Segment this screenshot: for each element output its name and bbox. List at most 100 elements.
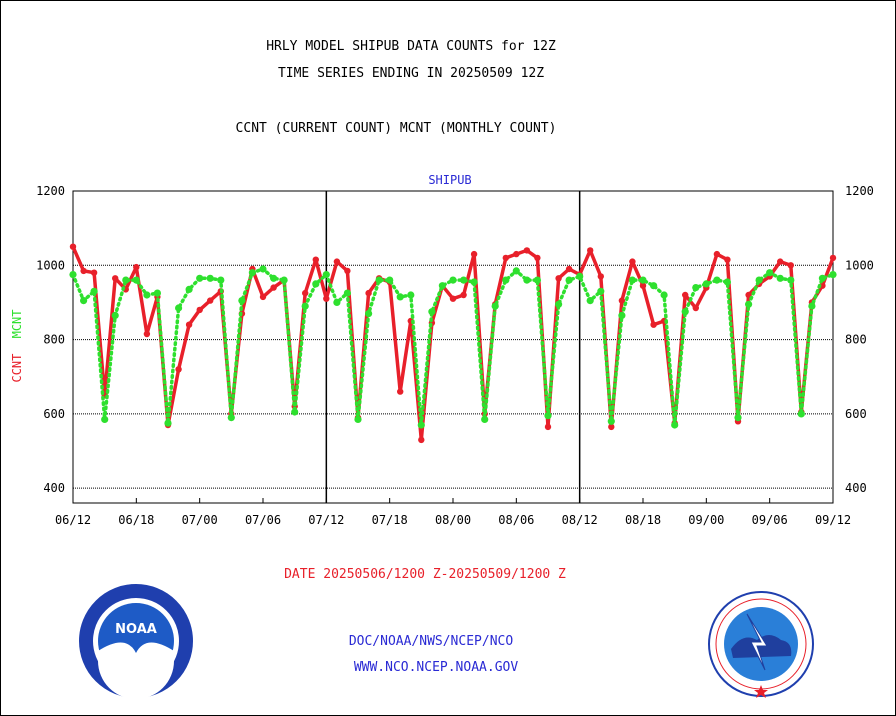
ccnt-data-point bbox=[112, 275, 119, 282]
noaa-logo-text: NOAA bbox=[115, 622, 157, 637]
y-tick-label-left: 800 bbox=[43, 333, 65, 347]
mcnt-data-point bbox=[291, 408, 299, 416]
y-tick-label-left: 600 bbox=[43, 407, 65, 421]
mcnt-data-point bbox=[766, 269, 774, 277]
ccnt-data-point bbox=[470, 250, 478, 258]
mcnt-data-point bbox=[238, 297, 246, 305]
ccnt-data-point bbox=[365, 289, 372, 297]
ccnt-data-point bbox=[449, 295, 457, 302]
chart-title-line1: HRLY MODEL SHIPUB DATA COUNTS for 12Z bbox=[266, 39, 556, 54]
mcnt-data-point bbox=[417, 421, 425, 429]
x-tick-label: 08/12 bbox=[562, 513, 598, 527]
grid-layer bbox=[73, 190, 833, 503]
ccnt-data-point bbox=[418, 436, 425, 444]
x-tick-label: 07/06 bbox=[245, 513, 281, 527]
mcnt-data-point bbox=[734, 414, 742, 422]
y-tick-label-right: 1000 bbox=[845, 258, 874, 272]
mcnt-data-point bbox=[248, 269, 256, 277]
svg-text:CCNT MCNT: CCNT MCNT bbox=[10, 309, 24, 382]
ccnt-data-point bbox=[618, 297, 626, 304]
x-tick-label: 07/12 bbox=[308, 513, 344, 527]
nws-logo bbox=[708, 591, 814, 698]
mcnt-data-point bbox=[175, 304, 183, 312]
ccnt-data-point bbox=[523, 247, 531, 254]
mcnt-data-point bbox=[818, 274, 827, 282]
mcnt-data-point bbox=[153, 289, 161, 297]
mcnt-data-point bbox=[607, 417, 615, 425]
ccnt-data-point bbox=[312, 256, 319, 263]
mcnt-data-point bbox=[354, 415, 362, 423]
mcnt-data-point bbox=[111, 311, 119, 319]
mcnt-data-point bbox=[576, 272, 584, 280]
ccnt-data-point bbox=[650, 321, 657, 328]
mcnt-data-point bbox=[628, 276, 637, 284]
mcnt-data-point bbox=[396, 293, 404, 301]
ccnt-data-point bbox=[175, 366, 182, 373]
mcnt-data-point bbox=[90, 287, 98, 295]
ccnt-data-point bbox=[196, 306, 203, 314]
website-text: WWW.NCO.NCEP.NOAA.GOV bbox=[353, 660, 519, 675]
x-tick-label: 06/12 bbox=[55, 513, 91, 527]
mcnt-data-point bbox=[333, 298, 341, 306]
ccnt-data-point bbox=[787, 262, 794, 269]
ccnt-data-point bbox=[565, 265, 573, 273]
ccnt-data-point bbox=[629, 258, 636, 265]
mcnt-data-point bbox=[660, 291, 668, 299]
ccnt-data-point bbox=[259, 293, 267, 301]
mcnt-data-point bbox=[470, 278, 478, 286]
y-tick-label-left: 400 bbox=[43, 481, 65, 495]
ccnt-data-point bbox=[333, 258, 341, 265]
mcnt-data-point bbox=[449, 276, 457, 284]
legend-description: CCNT (CURRENT COUNT) MCNT (MONTHLY COUNT… bbox=[235, 121, 557, 136]
mcnt-data-point bbox=[692, 284, 700, 292]
x-tick-label: 08/18 bbox=[625, 513, 661, 527]
mcnt-data-point bbox=[671, 421, 679, 429]
mcnt-data-point bbox=[787, 276, 795, 284]
ccnt-data-point bbox=[829, 254, 837, 262]
ccnt-data-point bbox=[69, 243, 77, 250]
ccnt-data-point bbox=[90, 269, 98, 276]
y-axis-label-ccnt: CCNT bbox=[10, 354, 24, 383]
mcnt-data-point bbox=[322, 271, 330, 279]
mcnt-data-point bbox=[555, 300, 563, 308]
mcnt-data-point bbox=[776, 274, 784, 282]
chart-subtitle: SHIPUB bbox=[428, 173, 471, 187]
y-tick-label-left: 1000 bbox=[36, 258, 65, 272]
ccnt-data-point bbox=[639, 282, 647, 289]
mcnt-data-point bbox=[544, 412, 552, 420]
org-path: DOC/NOAA/NWS/NCEP/NCO bbox=[348, 634, 514, 649]
ccnt-data-point bbox=[724, 256, 731, 263]
y-axis-label-mcnt: MCNT bbox=[10, 309, 24, 338]
mcnt-data-point bbox=[375, 276, 383, 284]
ccnt-data-point bbox=[133, 263, 140, 271]
ccnt-data-point bbox=[513, 250, 520, 258]
mcnt-data-point bbox=[428, 308, 436, 316]
x-tick-label: 09/06 bbox=[752, 513, 788, 527]
mcnt-data-point bbox=[491, 302, 499, 310]
x-tick-label: 09/00 bbox=[688, 513, 724, 527]
mcnt-data-point bbox=[270, 274, 278, 282]
y-tick-label-right: 800 bbox=[845, 333, 867, 347]
mcnt-data-point bbox=[797, 410, 805, 418]
mcnt-data-point bbox=[808, 302, 816, 310]
x-tick-label: 08/00 bbox=[435, 513, 471, 527]
mcnt-data-point bbox=[481, 415, 489, 423]
x-tick-label: 07/00 bbox=[182, 513, 218, 527]
ccnt-data-point bbox=[323, 295, 330, 302]
ccnt-data-point bbox=[692, 304, 699, 312]
y-tick-label-right: 600 bbox=[845, 407, 867, 421]
mcnt-data-point bbox=[702, 280, 710, 288]
y-axis-label-group: CCNT MCNT bbox=[10, 309, 24, 382]
chart-title-line2: TIME SERIES ENDING IN 20250509 12Z bbox=[277, 66, 545, 81]
ccnt-data-point bbox=[185, 321, 193, 328]
ccnt-data-point bbox=[682, 291, 689, 299]
mcnt-data-point bbox=[523, 276, 531, 284]
ccnt-data-point bbox=[713, 250, 721, 258]
mcnt-data-point bbox=[829, 271, 837, 279]
mcnt-data-point bbox=[438, 282, 446, 290]
x-tick-label: 09/12 bbox=[815, 513, 851, 527]
mcnt-data-point bbox=[164, 419, 172, 427]
mcnt-series-line bbox=[71, 267, 835, 427]
mcnt-data-point bbox=[502, 276, 510, 284]
